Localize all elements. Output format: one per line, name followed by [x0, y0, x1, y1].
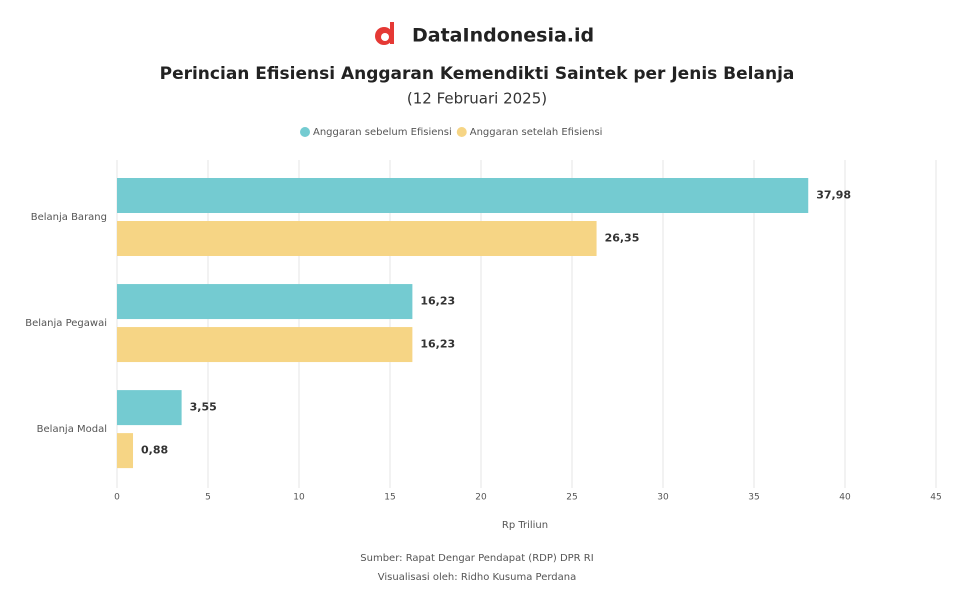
x-tick-label: 30	[657, 493, 669, 503]
value-label: 26,35	[605, 232, 640, 245]
legend-marker	[456, 127, 467, 137]
x-tick-label: 40	[839, 493, 851, 503]
y-tick-label: Belanja Modal	[37, 424, 107, 435]
chart-subtitle: (12 Februari 2025)	[407, 90, 547, 108]
x-tick-label: 0	[114, 493, 120, 503]
value-label: 0,88	[141, 444, 168, 457]
x-tick-label: 20	[475, 493, 487, 503]
y-tick-label: Belanja Pegawai	[25, 318, 107, 329]
bar	[117, 327, 413, 363]
legend-marker	[300, 127, 310, 137]
credit: Visualisasi oleh: Ridho Kusuma Perdana	[378, 572, 576, 583]
x-tick-label: 10	[293, 493, 305, 503]
logo	[381, 33, 389, 41]
chart-title: Perincian Efisiensi Anggaran Kemendikti …	[160, 64, 795, 84]
value-label: 3,55	[190, 401, 217, 414]
x-tick-label: 45	[930, 493, 941, 503]
source: Sumber: Rapat Dengar Pendapat (RDP) DPR …	[360, 553, 593, 564]
value-label: 37,98	[816, 189, 851, 202]
bar	[117, 390, 182, 426]
brand: DataIndonesia.id	[412, 25, 594, 47]
x-tick-label: 25	[566, 493, 577, 503]
bar	[117, 284, 413, 320]
legend-label: Anggaran sebelum Efisiensi	[313, 127, 452, 138]
x-tick-label: 35	[748, 493, 759, 503]
x-axis-label: Rp Triliun	[502, 520, 548, 531]
bar	[117, 178, 809, 213]
bar	[117, 433, 134, 469]
bar	[117, 221, 597, 256]
y-tick-label: Belanja Barang	[31, 212, 107, 223]
value-label: 16,23	[420, 295, 455, 308]
legend-label: Anggaran setelah Efisiensi	[470, 127, 603, 138]
x-tick-label: 5	[205, 493, 211, 503]
x-tick-label: 15	[384, 493, 395, 503]
logo	[390, 22, 394, 44]
value-label: 16,23	[420, 338, 455, 351]
